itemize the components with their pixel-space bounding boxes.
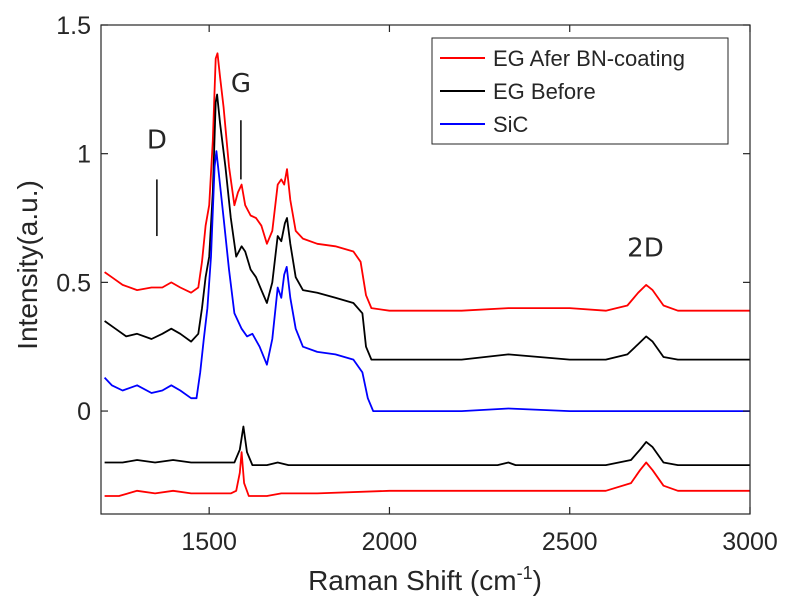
axis-ticks: 1500 2000 2500 3000 0 0.5 1 1.5 — [56, 12, 778, 556]
legend-label-2: SiC — [493, 112, 529, 137]
series-line-3 — [104, 425, 750, 466]
y-axis-label: Intensity(a.u.) — [12, 180, 43, 350]
annotation-label-0: D — [147, 126, 167, 156]
annotations: D G 2D — [147, 69, 664, 264]
legend-label-1: EG Before — [493, 79, 596, 104]
y-tick-label: 0.5 — [56, 269, 91, 297]
series-line-2 — [103, 150, 750, 412]
annotation-label-1: G — [231, 69, 251, 99]
x-tick-label: 3000 — [722, 528, 778, 556]
legend: EG Afer BN-coating EG Before SiC — [431, 37, 729, 145]
x-axis-label-end: ) — [533, 565, 542, 596]
x-axis-label: Raman Shift (cm-1) — [308, 563, 542, 596]
series-layer — [103, 52, 750, 497]
y-tick-label: 1.5 — [56, 12, 91, 40]
y-tick-label: 1 — [77, 141, 91, 169]
x-axis-label-superscript: -1 — [517, 563, 533, 583]
series-line-4 — [104, 451, 750, 497]
x-tick-label: 1500 — [181, 528, 237, 556]
series-line-0 — [104, 52, 750, 312]
legend-label-0: EG Afer BN-coating — [493, 46, 685, 71]
x-tick-label: 2500 — [542, 528, 598, 556]
x-tick-label: 2000 — [362, 528, 418, 556]
plot-frame — [100, 24, 751, 515]
x-axis-label-main: Raman Shift (cm — [308, 565, 517, 596]
series-line-1 — [104, 93, 750, 361]
y-tick-label: 0 — [77, 398, 91, 426]
annotation-label-2: 2D — [627, 234, 664, 264]
